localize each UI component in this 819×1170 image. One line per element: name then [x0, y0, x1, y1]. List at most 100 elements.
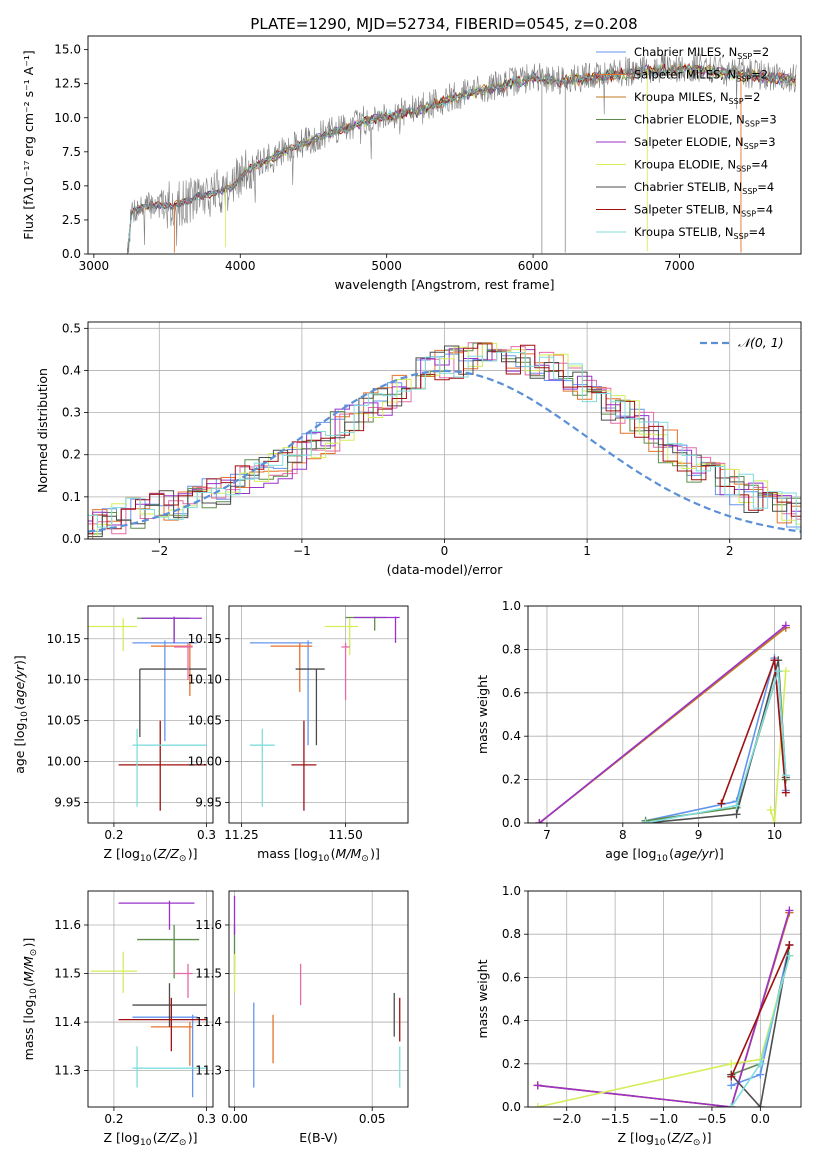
figure-title: PLATE=1290, MJD=52734, FIBERID=0545, z=0… — [250, 15, 637, 33]
y-tick-label: 0.6 — [502, 686, 521, 700]
y-tick-label: 0.4 — [502, 1014, 521, 1028]
x-axis-label: mass [log10 (M/M⊙ )] — [257, 846, 380, 864]
errorbar-point — [174, 963, 193, 998]
errorbar-point — [295, 668, 325, 746]
y-tick-label: 10.05 — [188, 714, 222, 728]
x-tick-label: 9 — [695, 828, 703, 842]
x-tick-label: 0 — [441, 544, 449, 558]
errorbar-point — [353, 616, 400, 643]
spectrum-frame — [87, 35, 802, 255]
spectrum-plot — [127, 53, 797, 254]
age_vs_mass-axes: 11.25 11.50 9.95 10.00 10.05 10.10 10.15 mass [… — [188, 606, 408, 864]
y-tick-label: 9.95 — [195, 796, 222, 810]
series-line — [730, 944, 791, 1107]
y-tick-label: 11.4 — [195, 1015, 222, 1029]
residual-histogram — [88, 343, 801, 535]
errorbar-point — [141, 616, 202, 643]
y-tick-label: 0.0 — [502, 1100, 521, 1114]
errorbar-point — [90, 951, 138, 993]
errorbar-point — [132, 640, 198, 742]
errorbar-point — [324, 618, 359, 656]
errorbar-point — [249, 640, 313, 746]
y-tick-label: 11.5 — [54, 967, 81, 981]
gaussian-curve — [88, 369, 801, 533]
massweight_vs_age-axes: 7 8 9 10 0.0 0.2 0.4 0.6 0.8 1.0 age [log10 (age/y… — [475, 599, 801, 864]
x-tick-label: 8 — [619, 828, 627, 842]
y-tick-label: 0.4 — [502, 729, 521, 743]
mass_vs_ebv-axes: 0.00 0.05 11.3 11.4 11.5 11.6 E(B-V) — [195, 891, 408, 1145]
x-tick-label: 3000 — [79, 259, 110, 273]
y-tick-label: 11.3 — [195, 1064, 222, 1078]
y-axis-label: mass weight — [475, 675, 490, 754]
x-tick-label: −0.5 — [697, 1112, 726, 1126]
massweight_vs_Z-lines — [533, 906, 794, 1107]
x-tick-label: 0.00 — [221, 1112, 248, 1126]
x-tick-label: −2 — [150, 544, 168, 558]
x-tick-label: −1.0 — [649, 1112, 678, 1126]
age_vs_mass-points — [249, 616, 400, 811]
x-tick-label: 11.25 — [224, 828, 258, 842]
massweight_vs_Z-frame — [527, 890, 802, 1108]
residual-plot — [88, 342, 801, 539]
errorbar-point — [139, 668, 207, 738]
y-tick-label: 2.5 — [62, 213, 81, 227]
y-tick-label: 10.00 — [47, 755, 81, 769]
errorbar-point — [88, 618, 138, 652]
legend-label: 𝒩(0, 1) — [738, 335, 784, 350]
x-axis-label: (data-model)/error — [387, 562, 504, 577]
y-tick-label: 11.6 — [54, 918, 81, 932]
y-axis-label: Normed distribution — [35, 368, 50, 493]
data-spectrum-line — [127, 53, 797, 254]
legend-label: Chabrier ELODIE, NSSP=3 — [634, 113, 777, 129]
y-tick-label: 10.05 — [47, 714, 81, 728]
y-tick-label: 0.0 — [62, 532, 81, 546]
x-tick-label: 5000 — [371, 259, 402, 273]
y-tick-label: 0.3 — [62, 406, 81, 420]
x-tick-label: 0.2 — [104, 1112, 123, 1126]
errorbar-point — [132, 1014, 198, 1098]
mass_vs_ebv-frame — [228, 890, 409, 1108]
errorbar-point — [118, 997, 207, 1052]
x-tick-label: 6000 — [518, 259, 549, 273]
legend-label: Kroupa MILES, NSSP=2 — [634, 90, 760, 106]
x-tick-label: 7000 — [664, 259, 695, 273]
x-tick-label: 10 — [767, 828, 782, 842]
x-tick-label: 7 — [543, 828, 551, 842]
legend-label: Chabrier STELIB, NSSP=4 — [634, 180, 774, 196]
massweight_vs_age-frame — [527, 605, 802, 824]
residuals-axes: −2 −1 0 1 2 0.0 0.1 0.2 0.3 0.4 0.5 (data-model)/er… — [35, 321, 801, 577]
errorbar-point — [118, 900, 195, 930]
y-tick-label: 11.4 — [54, 1015, 81, 1029]
y-axis-label: mass [log10 (M/M⊙ )] — [21, 938, 39, 1061]
mass_vs_ebv-points — [233, 895, 401, 1088]
y-tick-label: 0.2 — [502, 1057, 521, 1071]
spectrum-legend: Chabrier MILES, NSSP=2 Salpeter MILES, NS… — [596, 45, 777, 241]
massweight_vs_Z-axes: −2.0 −1.5 −1.0 −0.5 0.0 0.0 0.2 0.4 0.6 0.8 1.0 Z [… — [475, 884, 801, 1148]
x-tick-label: 0.05 — [359, 1112, 386, 1126]
y-axis-label: Flux [fλ10⁻¹⁷ erg cm⁻² s⁻¹ A⁻¹] — [21, 50, 36, 239]
series-line — [645, 670, 787, 823]
residual-legend: 𝒩(0, 1) — [700, 335, 784, 350]
x-axis-label: wavelength [Angstrom, rest frame] — [334, 277, 554, 292]
residual-histogram — [88, 351, 801, 530]
y-tick-label: 5.0 — [62, 179, 81, 193]
spectrum-axes: 3000 4000 5000 6000 7000 0.0 2.5 5.0 7.5 10.0 12.5… — [21, 43, 695, 292]
y-tick-label: 0.0 — [62, 247, 81, 261]
legend-label: Kroupa ELODIE, NSSP=4 — [634, 158, 768, 174]
legend-label: Salpeter MILES, NSSP=2 — [634, 68, 768, 84]
x-tick-label: 0.0 — [751, 1112, 770, 1126]
legend-label: Chabrier MILES, NSSP=2 — [634, 45, 769, 61]
errorbar-point — [270, 642, 313, 692]
y-tick-label: 0.8 — [502, 927, 521, 941]
x-tick-label: 2 — [726, 544, 734, 558]
x-tick-label: 11.50 — [328, 828, 362, 842]
y-tick-label: 1.0 — [502, 884, 521, 898]
y-tick-label: 0.0 — [502, 816, 521, 830]
x-axis-label: Z [log10 (Z/Z⊙ )] — [104, 1130, 198, 1148]
y-tick-label: 10.10 — [47, 673, 81, 687]
mass_vs_Z-frame — [87, 890, 214, 1108]
y-tick-label: 1.0 — [502, 599, 521, 613]
errorbar-point — [132, 728, 207, 807]
mass_vs_Z-axes: 0.2 0.3 11.3 11.4 11.5 11.6 Z [log10 (Z/Z⊙ )] m… — [21, 891, 216, 1148]
